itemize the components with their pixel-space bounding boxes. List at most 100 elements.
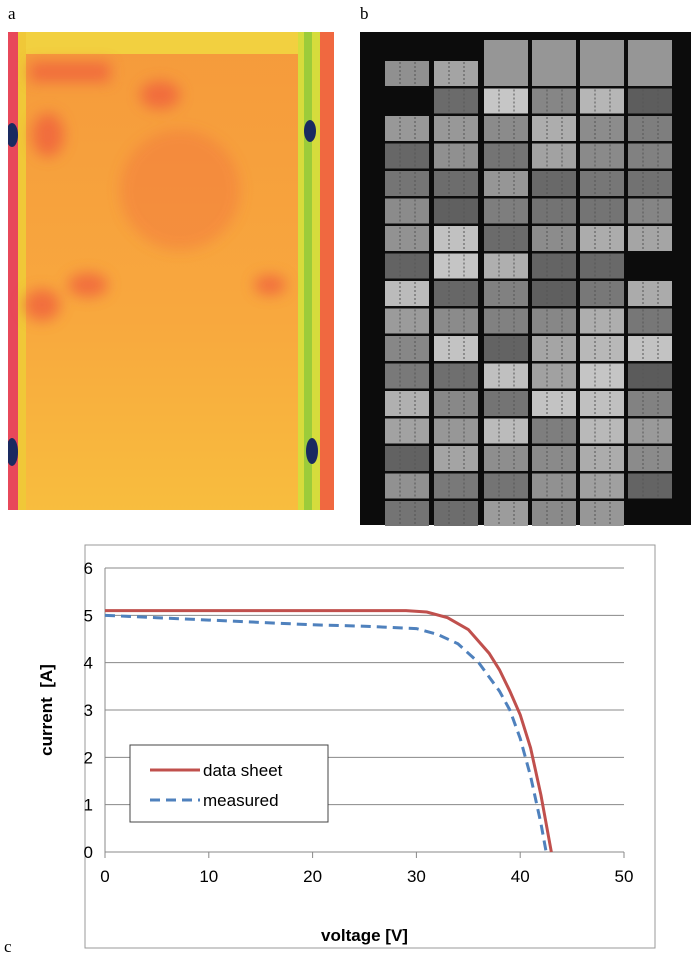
x-tick-label: 10 (199, 867, 218, 886)
cell (385, 391, 429, 416)
legend-label: data sheet (203, 761, 283, 780)
cell (628, 473, 672, 499)
cell (532, 171, 576, 196)
y-tick-label: 1 (84, 796, 93, 815)
cell (484, 391, 528, 416)
cell (580, 40, 624, 86)
legend-label: measured (203, 791, 279, 810)
cell (580, 88, 624, 114)
cell (532, 198, 576, 224)
cell (580, 363, 624, 389)
cell (434, 88, 478, 114)
cell (434, 336, 478, 361)
cell (385, 308, 429, 334)
cell (385, 226, 429, 251)
series-line (105, 609, 553, 853)
cell (434, 226, 478, 251)
cell (434, 281, 478, 306)
cell (628, 308, 672, 334)
cell (532, 446, 576, 471)
cell (580, 198, 624, 224)
x-tick-label: 40 (511, 867, 530, 886)
cell (628, 336, 672, 361)
cell (434, 391, 478, 416)
cell (385, 253, 429, 279)
cell (385, 61, 429, 86)
cell (484, 363, 528, 389)
cell (434, 418, 478, 444)
cell (532, 226, 576, 251)
cell (484, 281, 528, 306)
cell (628, 391, 672, 416)
cell (580, 171, 624, 196)
cell (532, 418, 576, 444)
cell (532, 253, 576, 279)
cell (434, 61, 478, 86)
cell (628, 418, 672, 444)
thermal-image (8, 32, 334, 510)
y-axis-title: current [A] (37, 664, 56, 756)
cell (385, 336, 429, 361)
cell (628, 88, 672, 114)
y-tick-label: 5 (84, 606, 93, 625)
cell (628, 116, 672, 141)
cell (434, 501, 478, 526)
cell (434, 363, 478, 389)
cell (532, 40, 576, 86)
series-line (104, 613, 548, 853)
y-tick-label: 6 (84, 559, 93, 578)
cell (385, 473, 429, 499)
cell (385, 501, 429, 526)
cell (532, 116, 576, 141)
y-tick-label: 0 (84, 843, 93, 862)
x-tick-label: 20 (303, 867, 322, 886)
cell (532, 473, 576, 499)
cell (385, 418, 429, 444)
cell (434, 171, 478, 196)
y-tick-label: 3 (84, 701, 93, 720)
cell (434, 198, 478, 224)
cell (434, 143, 478, 169)
cell (580, 143, 624, 169)
cell (484, 116, 528, 141)
cell (385, 281, 429, 306)
cell (532, 363, 576, 389)
cell (385, 198, 429, 224)
panel-label: b (360, 4, 369, 23)
cell (434, 253, 478, 279)
cell (434, 473, 478, 499)
y-tick-label: 2 (84, 748, 93, 767)
cell (484, 501, 528, 526)
cell (628, 198, 672, 224)
cell (484, 446, 528, 471)
cell (628, 446, 672, 471)
cell (580, 308, 624, 334)
cell (484, 253, 528, 279)
cell (532, 391, 576, 416)
cell (484, 143, 528, 169)
cell (385, 116, 429, 141)
cell (628, 143, 672, 169)
cell (628, 363, 672, 389)
cell (484, 336, 528, 361)
y-tick-label: 4 (84, 654, 93, 673)
cell (580, 473, 624, 499)
cell (580, 253, 624, 279)
x-axis-title: voltage [V] (321, 926, 408, 945)
cell (580, 446, 624, 471)
cell (484, 171, 528, 196)
cell (484, 308, 528, 334)
cell (628, 40, 672, 86)
cell (532, 336, 576, 361)
cell (580, 336, 624, 361)
x-tick-label: 0 (100, 867, 109, 886)
cell (434, 446, 478, 471)
cell (484, 88, 528, 114)
cell (484, 418, 528, 444)
x-tick-label: 50 (615, 867, 634, 886)
panel-label: a (8, 4, 16, 23)
cell (385, 446, 429, 471)
cell (580, 281, 624, 306)
cell (580, 226, 624, 251)
